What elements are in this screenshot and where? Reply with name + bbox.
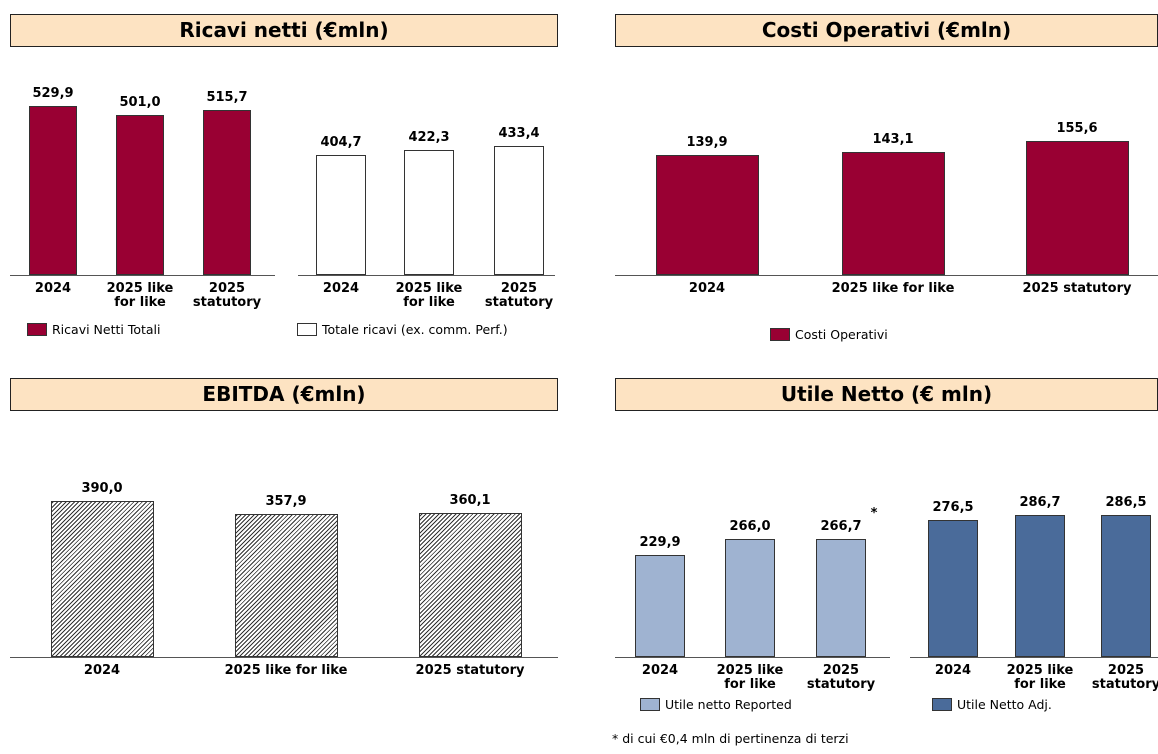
x-tick-label: 2025 like for like — [106, 281, 174, 310]
bar — [928, 520, 978, 657]
legend-swatch — [932, 698, 952, 711]
legend: Utile Netto Adj. — [932, 697, 1052, 712]
x-axis — [615, 657, 890, 658]
panel-title: Costi Operativi (€mln) — [615, 14, 1158, 47]
legend-swatch — [297, 323, 317, 336]
bar — [1101, 515, 1151, 657]
bar — [816, 538, 866, 657]
x-tick-label: 2025 statutory — [484, 281, 554, 310]
value-label: 155,6 — [1056, 121, 1098, 137]
x-axis — [10, 275, 275, 276]
value-label: 139,9 — [686, 134, 728, 150]
x-tick-label: 2024 — [641, 663, 679, 678]
x-tick-label: 2025 like for like — [1006, 663, 1074, 692]
x-tick-label: 2025 like for like — [224, 663, 348, 678]
bar — [655, 154, 759, 275]
value-label: 276,5 — [932, 500, 974, 516]
legend: Utile netto Reported — [640, 697, 792, 712]
bar — [116, 115, 164, 275]
bar — [418, 512, 522, 657]
legend-label: Totale ricavi (ex. comm. Perf.) — [322, 322, 508, 337]
annotation: * — [870, 505, 878, 521]
legend-label: Costi Operativi — [795, 327, 888, 342]
x-tick-label: 2025 statutory — [1022, 281, 1132, 296]
value-label: 404,7 — [320, 134, 362, 150]
footnote: * di cui €0,4 mln di pertinenza di terzi — [612, 731, 849, 746]
value-label: 515,7 — [206, 90, 248, 106]
bar — [29, 105, 77, 275]
value-label: 266,7 — [820, 518, 862, 534]
value-label: 286,5 — [1105, 495, 1147, 511]
value-label: 229,9 — [639, 534, 681, 550]
x-tick-label: 2025 statutory — [1091, 663, 1158, 692]
x-tick-label: 2024 — [83, 663, 121, 678]
value-label: 501,0 — [119, 95, 161, 111]
value-label: 266,0 — [729, 518, 771, 534]
x-tick-label: 2025 like for like — [716, 663, 784, 692]
legend-swatch — [27, 323, 47, 336]
bar — [234, 513, 338, 657]
bar — [316, 154, 366, 275]
legend-label: Utile Netto Adj. — [957, 697, 1052, 712]
value-label: 360,1 — [449, 492, 491, 508]
panel-title: EBITDA (€mln) — [10, 378, 558, 411]
x-tick-label: 2024 — [934, 663, 972, 678]
legend: Totale ricavi (ex. comm. Perf.) — [297, 322, 508, 337]
value-label: 422,3 — [408, 129, 450, 145]
panel-title: Utile Netto (€ mln) — [615, 378, 1158, 411]
x-axis — [298, 275, 555, 276]
x-tick-label: 2025 statutory — [192, 281, 262, 310]
x-tick-label: 2025 statutory — [806, 663, 876, 692]
x-tick-label: 2024 — [34, 281, 72, 296]
x-axis — [910, 657, 1158, 658]
legend-swatch — [770, 328, 790, 341]
x-tick-label: 2025 like for like — [395, 281, 463, 310]
value-label: 390,0 — [81, 481, 123, 496]
legend: Costi Operativi — [770, 327, 888, 342]
legend-swatch — [640, 698, 660, 711]
value-label: 143,1 — [872, 132, 914, 148]
bar — [635, 554, 685, 657]
bar — [725, 538, 775, 657]
value-label: 529,9 — [32, 85, 74, 101]
bar — [1015, 515, 1065, 657]
legend-label: Utile netto Reported — [665, 697, 792, 712]
value-label: 286,7 — [1019, 495, 1061, 511]
value-label: 433,4 — [498, 126, 540, 142]
bar — [404, 149, 454, 275]
x-axis — [10, 657, 558, 658]
x-tick-label: 2024 — [322, 281, 360, 296]
bar — [841, 152, 945, 275]
bar — [494, 146, 544, 275]
legend-label: Ricavi Netti Totali — [52, 322, 161, 337]
bar — [1025, 141, 1129, 275]
panel-title: Ricavi netti (€mln) — [10, 14, 558, 47]
bar — [50, 501, 154, 657]
x-tick-label: 2025 statutory — [415, 663, 525, 678]
bar — [203, 110, 251, 275]
x-tick-label: 2025 like for like — [831, 281, 955, 296]
value-label: 357,9 — [265, 493, 307, 509]
x-axis — [615, 275, 1158, 276]
x-tick-label: 2024 — [688, 281, 726, 296]
legend: Ricavi Netti Totali — [27, 322, 161, 337]
